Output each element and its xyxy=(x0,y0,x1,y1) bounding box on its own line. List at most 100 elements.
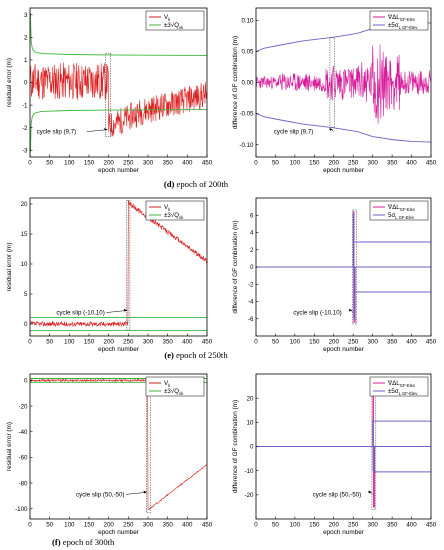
x-tick-label: 100 xyxy=(64,522,75,529)
annotation-arrow xyxy=(351,310,354,313)
plot-frame xyxy=(29,373,208,520)
y-tick-label: 10 xyxy=(21,261,28,268)
legend-entry: Vk xyxy=(164,380,171,388)
plot-area xyxy=(256,385,431,508)
legend-entry: ±3√Qvk xyxy=(164,212,184,220)
legend-main: ±5σ xyxy=(388,22,399,29)
annotation-arrowhead xyxy=(348,308,353,312)
x-tick-label: 0 xyxy=(28,339,32,346)
x-tick-label: 200 xyxy=(104,339,115,346)
x-tick-label: 0 xyxy=(254,522,258,529)
series-line-blue xyxy=(256,213,431,320)
series-line-magenta xyxy=(256,44,431,124)
annotation-arrow xyxy=(331,129,334,132)
y-tick-label: -80 xyxy=(19,480,29,487)
x-tick-label: 250 xyxy=(348,522,359,529)
legend-entry: ±3√Qvk xyxy=(164,22,184,30)
legend-entry: ±5σL GF-Elev xyxy=(388,22,418,30)
x-tick-label: 100 xyxy=(64,160,75,167)
legend-main: ±3√Q xyxy=(164,22,179,29)
legend-sub: GF-Elev xyxy=(400,17,416,22)
x-tick-label: 150 xyxy=(309,160,320,167)
x-tick-label: 300 xyxy=(368,160,379,167)
y-tick-label: -40 xyxy=(19,429,29,436)
x-tick-label: 300 xyxy=(368,339,379,346)
legend-sub: L GF-Elev xyxy=(399,25,419,30)
legend-entry: ±5σL GF-Elev xyxy=(388,388,418,396)
x-tick-label: 50 xyxy=(46,339,53,346)
annotation-arrowhead xyxy=(143,490,147,494)
slip-highlight-box xyxy=(371,383,377,510)
plot-area xyxy=(30,378,207,511)
x-axis-title: epoch number xyxy=(323,529,365,536)
y-axis-title: residual error (m) xyxy=(6,58,13,107)
x-tick-label: 300 xyxy=(143,522,154,529)
plot-area xyxy=(30,12,207,153)
slip-highlight-box xyxy=(105,52,111,137)
y-tick-label: -0.10 xyxy=(239,142,254,149)
legend-entry: ∇ΔLGF-Elev xyxy=(387,204,416,212)
x-tick-label: 250 xyxy=(348,160,359,167)
x-tick-label: 50 xyxy=(272,522,279,529)
x-tick-label: 350 xyxy=(163,160,174,167)
legend-main: ±3√Q xyxy=(164,212,179,219)
legend-main: ∇ΔL xyxy=(387,14,400,21)
x-axis-title: epoch number xyxy=(98,346,140,353)
series-line-red xyxy=(30,200,207,328)
chart-d-right: 0 50 100 150 200 250 300 350 400 450 0.10 0.05 0.00 -… xyxy=(232,7,437,174)
annotation-arrow xyxy=(86,129,107,132)
annotation-arrow xyxy=(106,310,127,313)
x-tick-label: 100 xyxy=(64,339,75,346)
legend-main: 5σ xyxy=(388,212,395,219)
legend-sub: GF-Elev xyxy=(400,207,416,212)
plot-area xyxy=(256,211,431,323)
series-line-green xyxy=(30,109,207,153)
cycle-slip-annotation: cycle slip (50,-50) xyxy=(76,491,125,498)
y-tick-label: 0.10 xyxy=(241,18,254,25)
y-tick-label: -3 xyxy=(22,147,28,154)
legend-main: ∇ΔL xyxy=(387,204,400,211)
series-line-red xyxy=(30,378,207,511)
x-tick-label: 150 xyxy=(84,522,95,529)
x-axis-title: epoch number xyxy=(98,529,140,536)
cycle-slip-annotation: cycle slip (-10,10) xyxy=(293,310,342,317)
legend-main: ∇ΔL xyxy=(387,380,400,387)
x-tick-label: 100 xyxy=(290,160,301,167)
y-tick-label: 20 xyxy=(21,201,28,208)
slip-highlight-box xyxy=(126,200,131,331)
y-tick-label: -4 xyxy=(248,299,254,306)
legend-main: ±5σ xyxy=(388,388,399,395)
slip-highlight-box xyxy=(352,209,357,325)
x-tick-label: 200 xyxy=(329,522,340,529)
legend-sub: vk xyxy=(179,391,184,396)
y-tick-label: 0.05 xyxy=(241,49,254,56)
chart-f-right: 0 50 100 150 200 250 300 350 400 45020100-10-20ep… xyxy=(232,373,437,536)
legend-entry: ±3√Qvk xyxy=(164,388,184,396)
plot-area xyxy=(256,22,431,143)
chart-panels: 0 50 100 150 200 250 300 350 400 4503210-1-2-3epo… xyxy=(6,7,437,536)
cycle-slip-annotation: cycle slip (9,7) xyxy=(274,129,314,136)
x-tick-label: 400 xyxy=(182,522,193,529)
y-tick-label: 3 xyxy=(24,12,28,19)
x-tick-label: 200 xyxy=(329,160,340,167)
x-tick-label: 300 xyxy=(368,522,379,529)
y-tick-label: 0 xyxy=(250,444,254,451)
legend-entry: 5σL GF-Elev xyxy=(388,212,415,220)
annotation-arrowhead xyxy=(329,127,333,131)
y-tick-label: -60 xyxy=(19,455,29,462)
chart-e-right: 0 50 100 150 200 250 300 350 400 450 6 4 2 0 -2 -4 -6 epo… xyxy=(232,197,437,353)
annotation-arrow xyxy=(370,492,373,495)
y-tick-label: -20 xyxy=(245,492,255,499)
x-tick-label: 350 xyxy=(163,339,174,346)
plot-frame xyxy=(29,197,208,337)
y-tick-label: -20 xyxy=(19,403,29,410)
annotation-arrow xyxy=(125,492,147,495)
x-tick-label: 350 xyxy=(387,522,398,529)
y-tick-label: 2 xyxy=(24,35,28,42)
legend-sub: vk xyxy=(179,25,184,30)
x-tick-label: 0 xyxy=(28,522,32,529)
y-tick-label: 5 xyxy=(24,291,28,298)
x-axis-title: epoch number xyxy=(323,346,365,353)
legend-entry: Vk xyxy=(164,204,171,212)
x-tick-label: 250 xyxy=(123,522,134,529)
